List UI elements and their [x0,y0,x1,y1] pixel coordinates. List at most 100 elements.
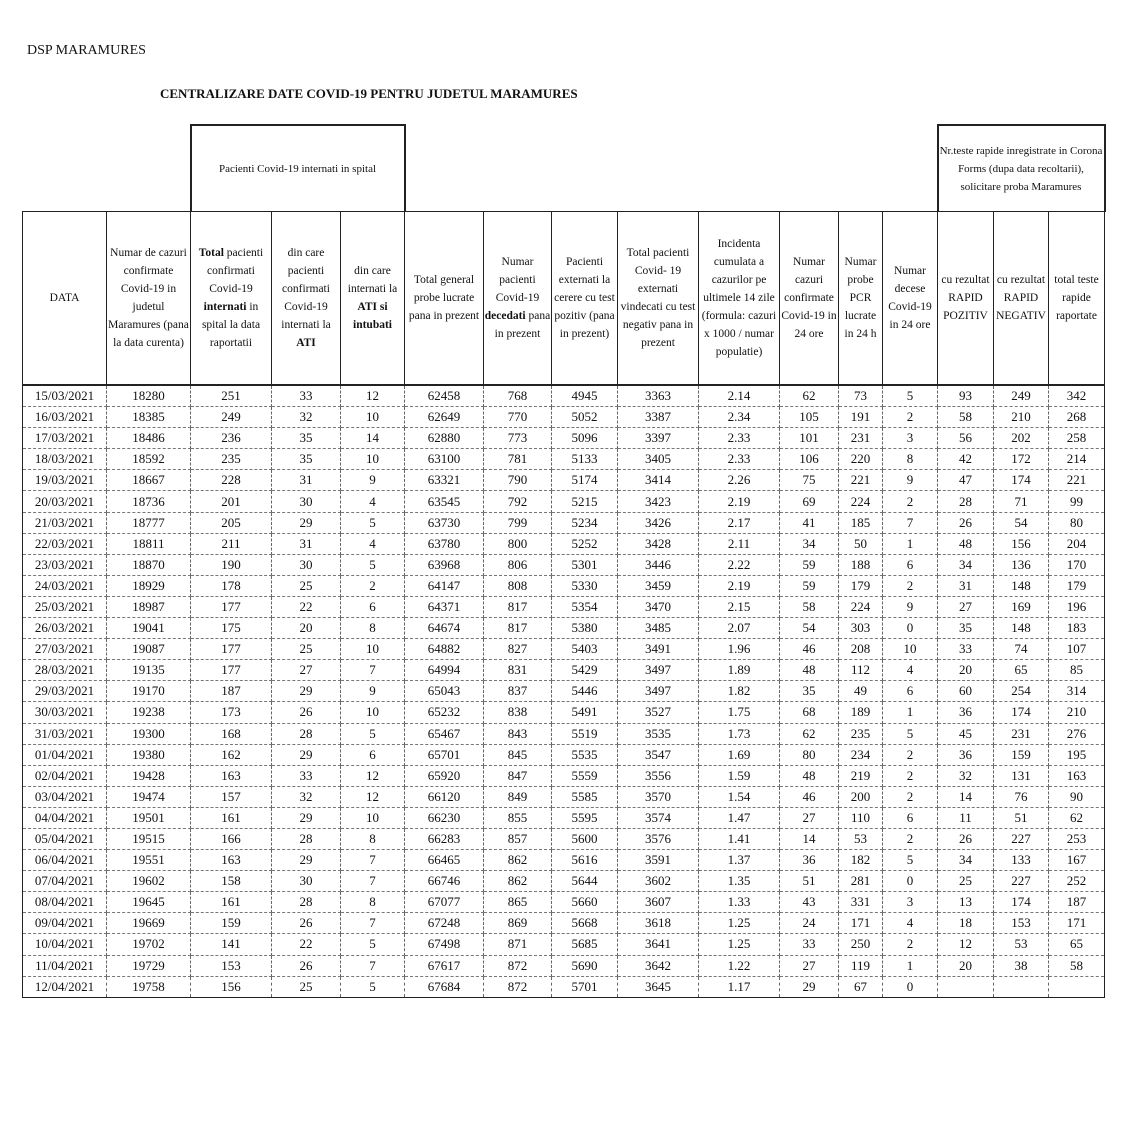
value-cell: 74 [993,638,1049,661]
value-cell: 19501 [106,807,191,829]
table-row: 03/04/2021 19474 157 32 12 66120 849 5585 3570 1.… [22,786,1105,808]
value-cell: 3642 [617,955,699,977]
table-row: 28/03/2021 19135 177 27 7 64994 831 5429 3497 1.8… [22,659,1105,682]
column-header: Numar de cazuri confirmate Covid-19 in j… [106,211,191,386]
value-cell: 33 [779,933,839,956]
value-cell: 159 [993,744,1049,766]
column-header-text: cu rezultat RAPID NEGATIV [996,274,1046,322]
value-cell: 768 [483,385,552,408]
value-cell: 837 [483,680,552,703]
value-cell: 178 [190,575,272,597]
value-cell: 19515 [106,828,191,851]
value-cell: 49 [838,680,883,703]
value-cell: 5052 [551,406,618,429]
value-cell: 10 [340,807,405,829]
value-cell: 173 [190,701,272,724]
value-cell: 4945 [551,385,618,408]
value-cell: 22 [271,933,341,956]
value-cell: 845 [483,744,552,766]
value-cell: 5 [882,723,938,745]
value-cell: 36 [937,701,994,724]
value-cell: 3574 [617,807,699,829]
value-cell: 75 [779,469,839,492]
value-cell: 3 [882,427,938,450]
value-cell: 231 [993,723,1049,745]
value-cell: 65920 [404,765,484,787]
value-cell: 48 [937,533,994,555]
value-cell: 3527 [617,701,699,724]
value-cell: 1.69 [698,744,780,766]
value-cell: 71 [993,490,1049,513]
value-cell: 3641 [617,933,699,956]
value-cell: 22 [271,596,341,619]
table-row: 01/04/2021 19380 162 29 6 65701 845 5535 3547 1.6… [22,744,1105,766]
value-cell: 843 [483,723,552,745]
date-cell: 19/03/2021 [22,469,107,492]
column-header-text: din care pacienti confirmati Covid-19 in… [281,247,331,331]
column-header: din care pacienti confirmati Covid-19 in… [271,211,341,386]
value-cell: 5 [340,723,405,745]
value-cell: 174 [993,701,1049,724]
value-cell: 7 [340,849,405,872]
value-cell: 28 [271,891,341,914]
value-cell: 58 [1048,955,1105,977]
value-cell: 227 [993,828,1049,851]
value-cell: 90 [1048,786,1105,808]
value-cell: 163 [1048,765,1105,787]
value-cell: 60 [937,680,994,703]
value-cell: 26 [937,828,994,851]
value-cell: 227 [993,870,1049,893]
column-header-text: DATA [49,292,80,304]
column-header-row: DATA Numar de cazuri confirmate Covid-19 … [22,211,1105,386]
value-cell: 191 [838,406,883,429]
value-cell: 62 [779,723,839,745]
value-cell: 161 [190,891,272,914]
value-cell: 5403 [551,638,618,661]
value-cell: 205 [190,512,272,534]
table-row: 15/03/2021 18280 251 33 12 62458 768 4945 3363 2.… [22,385,1105,408]
value-cell: 46 [779,786,839,808]
value-cell: 18667 [106,469,191,492]
value-cell: 19135 [106,659,191,682]
date-cell: 18/03/2021 [22,448,107,471]
value-cell: 8 [882,448,938,471]
value-cell: 63100 [404,448,484,471]
covid-data-table: Pacienti Covid-19 internati in spital Nr… [22,124,1106,998]
value-cell: 1 [882,955,938,977]
value-cell: 2 [340,575,405,597]
value-cell: 171 [1048,912,1105,935]
value-cell: 221 [838,469,883,492]
value-cell: 10 [340,701,405,724]
value-cell: 231 [838,427,883,450]
value-cell: 18777 [106,512,191,534]
column-header-text: Numar de cazuri confirmate Covid-19 in j… [108,247,189,349]
value-cell: 224 [838,490,883,513]
value-cell: 847 [483,765,552,787]
value-cell: 32 [271,786,341,808]
value-cell: 5535 [551,744,618,766]
table-row: 17/03/2021 18486 236 35 14 62880 773 5096 3397 2.… [22,427,1105,450]
value-cell: 2.19 [698,490,780,513]
value-cell: 236 [190,427,272,450]
value-cell: 12 [340,786,405,808]
value-cell: 792 [483,490,552,513]
value-cell: 3428 [617,533,699,555]
value-cell: 3491 [617,638,699,661]
value-cell: 1.35 [698,870,780,893]
group-header-spital: Pacienti Covid-19 internati in spital [189,124,406,212]
value-cell: 175 [190,617,272,640]
value-cell: 65 [993,659,1049,682]
value-cell: 224 [838,596,883,619]
column-header-text: pacienti confirmati Covid-19 [207,247,264,295]
value-cell: 2.33 [698,448,780,471]
value-cell: 872 [483,976,552,998]
table-row: 06/04/2021 19551 163 29 7 66465 862 5616 3591 1.3… [22,849,1105,872]
value-cell: 106 [779,448,839,471]
value-cell: 29 [271,744,341,766]
value-cell: 7 [340,912,405,935]
value-cell: 5 [340,976,405,998]
date-cell: 09/04/2021 [22,912,107,935]
value-cell: 3618 [617,912,699,935]
value-cell: 35 [779,680,839,703]
value-cell: 29 [271,807,341,829]
